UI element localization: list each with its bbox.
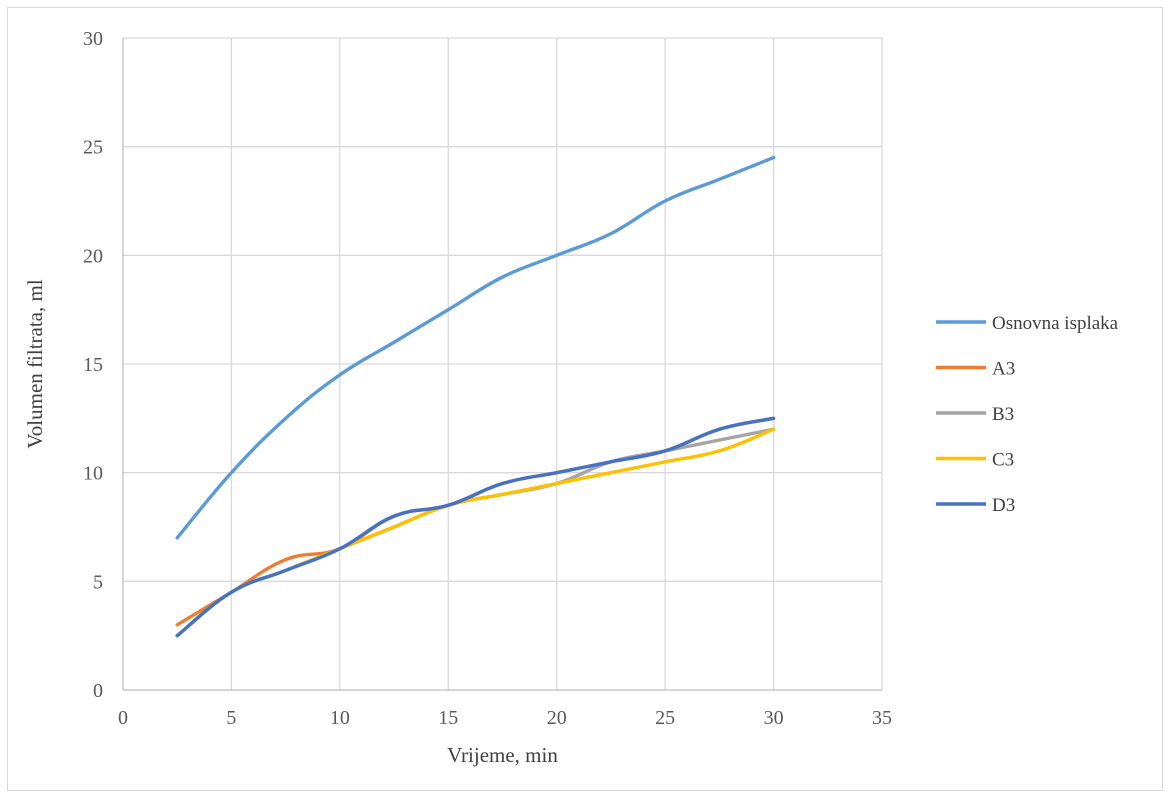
gridlines	[123, 37, 883, 690]
legend-item: Osnovna isplaka	[936, 313, 1119, 334]
x-tick-label: 20	[547, 707, 567, 729]
legend-item: B3	[936, 404, 1014, 425]
x-tick-label: 5	[226, 707, 236, 729]
series-line-a3	[175, 416, 776, 627]
legend-label: Osnovna isplaka	[992, 313, 1119, 334]
y-tick-label: 0	[93, 680, 103, 702]
y-tick-labels: 0 5 10 15 20 25 30	[83, 28, 103, 702]
y-tick-label: 5	[93, 571, 103, 593]
legend: Osnovna isplaka A3 B3 C3 D3	[936, 313, 1119, 516]
legend-label: A3	[992, 359, 1015, 380]
x-tick-label: 35	[872, 707, 892, 729]
axes	[122, 38, 882, 691]
series-line-d3	[175, 416, 776, 638]
legend-item: C3	[936, 450, 1014, 471]
series-line-osnovna-isplaka	[175, 155, 776, 540]
y-tick-label: 30	[83, 28, 103, 50]
x-tick-label: 10	[330, 707, 350, 729]
x-tick-label: 30	[764, 707, 784, 729]
x-tick-labels: 0 5 10 15 20 25 30 35	[118, 707, 892, 729]
x-tick-label: 25	[655, 707, 675, 729]
y-axis-title: Volumen filtrata, ml	[23, 279, 47, 448]
y-tick-label: 15	[83, 354, 103, 376]
series-lines	[175, 155, 776, 638]
y-tick-label: 20	[83, 245, 103, 267]
y-tick-label: 25	[83, 137, 103, 159]
legend-item: A3	[936, 359, 1015, 380]
legend-label: D3	[992, 495, 1015, 516]
legend-label: B3	[992, 404, 1014, 425]
legend-label: C3	[992, 450, 1014, 471]
y-tick-label: 10	[83, 463, 103, 485]
x-tick-label: 0	[118, 707, 128, 729]
series-line-c3	[175, 427, 776, 638]
legend-item: D3	[936, 495, 1015, 516]
chart-frame	[7, 7, 1163, 791]
x-axis-title: Vrijeme, min	[447, 743, 558, 767]
x-tick-label: 15	[438, 707, 458, 729]
